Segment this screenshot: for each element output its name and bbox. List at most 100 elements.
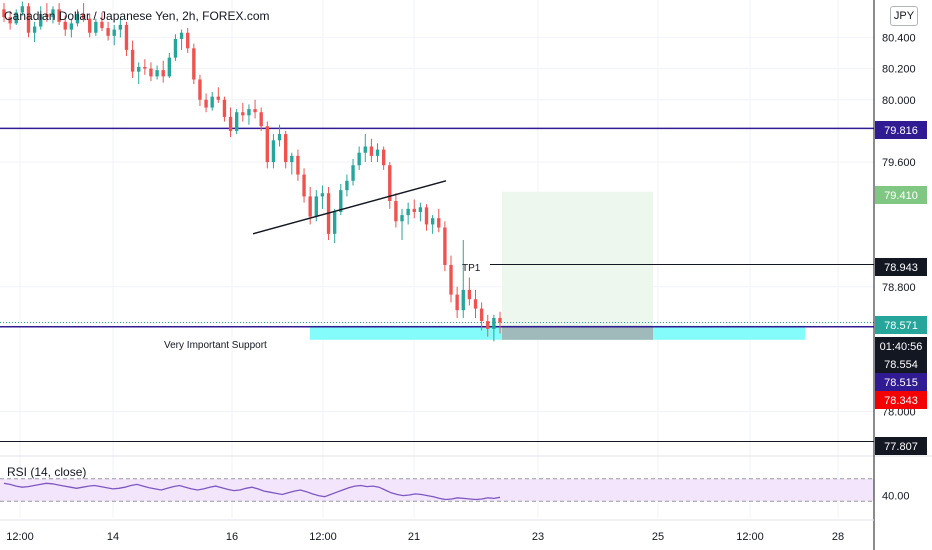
candle-body: [418, 207, 423, 212]
price-tag-label: 78.943: [884, 262, 918, 274]
candle-body: [437, 218, 441, 228]
price-tag: [875, 391, 927, 409]
price-tag: [875, 258, 927, 276]
candle-body: [222, 99, 227, 117]
candle-body: [296, 155, 300, 175]
price-tick-label: 80.400: [882, 32, 916, 44]
rsi-panel: 40.00: [0, 455, 932, 503]
candle-body: [32, 26, 37, 33]
candlestick-series: [2, 1, 502, 342]
grid-layer: [0, 0, 874, 518]
candle-body: [479, 308, 484, 322]
candle-body: [216, 96, 221, 100]
candle-body: [320, 193, 325, 197]
candle-body: [235, 112, 239, 131]
drawing-layer: [252, 180, 447, 235]
candle-body: [492, 317, 496, 329]
candle-body: [363, 146, 367, 153]
candle-body: [259, 112, 263, 127]
price-tag: [875, 373, 927, 391]
candle-body: [118, 24, 123, 30]
candle-body: [412, 208, 416, 212]
candle-body: [179, 32, 184, 39]
candle-body: [155, 70, 159, 77]
candle-body: [375, 149, 380, 156]
candle-body: [332, 211, 337, 234]
candle-body: [345, 180, 349, 191]
candle-body: [75, 14, 80, 24]
zone-layer: [310, 191, 805, 340]
price-tag: [875, 186, 927, 204]
chart-title: Canadian Dollar / Japanese Yen, 2h, FORE…: [4, 9, 270, 23]
candle-body: [88, 18, 92, 33]
candle-body: [498, 317, 502, 323]
candle-body: [388, 165, 392, 202]
price-tag: [875, 316, 927, 334]
price-tick-label: 79.600: [882, 157, 916, 169]
rsi-level-label: 40.00: [882, 491, 910, 503]
price-tag-label: 78.515: [884, 377, 918, 389]
candle-body: [265, 126, 269, 163]
currency-badge[interactable]: JPY: [890, 6, 918, 26]
candle-body: [449, 264, 453, 295]
price-tag-label: 77.807: [884, 441, 918, 453]
candle-body: [271, 140, 276, 163]
candle-body: [69, 23, 74, 30]
price-tag-label: 78.571: [884, 320, 918, 332]
price-tag-label: 78.343: [884, 395, 918, 407]
candle-body: [247, 109, 251, 116]
candle-body: [20, 6, 25, 13]
price-tag-label: 01:40:56: [880, 341, 923, 353]
price-axis[interactable]: 80.400 80.200 80.000 79.600 78.800 78.000: [873, 0, 916, 550]
candle-body: [241, 112, 245, 116]
candle-body: [130, 49, 135, 72]
candle-body: [473, 299, 478, 309]
trendline: [252, 180, 447, 235]
candle-body: [424, 207, 429, 225]
candle-body: [143, 67, 147, 69]
candle-body: [461, 289, 465, 311]
candle-body: [339, 190, 343, 212]
candle-body: [100, 21, 104, 29]
candle-body: [161, 70, 165, 77]
candle-body: [357, 152, 361, 166]
candle-body: [455, 294, 459, 311]
candle-body: [210, 96, 214, 108]
candle-body: [394, 201, 398, 222]
candle-body: [204, 99, 208, 108]
tp1-label: TP1: [462, 263, 481, 274]
candle-body: [381, 149, 386, 166]
candle-body: [45, 14, 49, 18]
price-tag-label: 79.410: [884, 190, 918, 202]
support-label: Very Important Support: [164, 340, 267, 351]
time-axis[interactable]: 12:00 14 16 12:00 21 23 25 12:00 28: [0, 519, 874, 543]
candle-body: [186, 32, 190, 49]
candle-body: [400, 215, 404, 222]
candle-body: [81, 14, 86, 19]
price-tick-label: 80.200: [882, 64, 916, 76]
price-tick-label: 78.800: [882, 282, 916, 294]
candle-body: [253, 109, 257, 113]
candle-body: [137, 67, 141, 72]
price-tick-label: 80.000: [882, 95, 916, 107]
time-tick-label: 12:00: [736, 531, 764, 543]
candle-body: [39, 14, 43, 27]
candle-body: [486, 321, 490, 329]
candle-body: [443, 227, 447, 265]
candle-body: [173, 38, 178, 58]
level-lines: [0, 127, 874, 443]
candle-body: [192, 48, 196, 80]
price-tag: [875, 437, 927, 455]
time-tick-label: 28: [832, 531, 844, 543]
candle-body: [351, 165, 355, 181]
candle-body: [277, 134, 282, 141]
candle-body: [57, 9, 61, 22]
candle-body: [51, 9, 55, 18]
time-tick-label: 16: [226, 531, 238, 543]
time-tick-label: 14: [107, 531, 119, 543]
overlap-zone: [502, 325, 653, 340]
candle-body: [198, 79, 202, 100]
time-tick-label: 25: [652, 531, 664, 543]
